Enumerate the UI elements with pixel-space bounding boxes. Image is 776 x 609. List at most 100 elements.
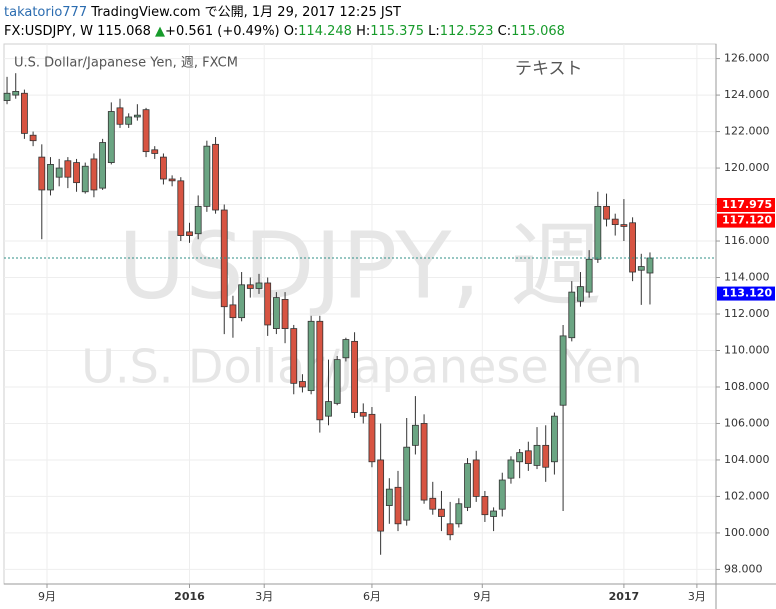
arrow: ▲ [155,24,166,39]
candle-body [446,523,454,536]
y-tick-label: 98.000 [724,562,763,575]
price-label-box [717,286,775,301]
x-tick-label: 9月 [473,590,491,603]
candle-body [12,91,20,96]
candle-body [411,424,419,446]
x-tick-label: 2017 [609,590,640,603]
high: 115.375 [370,24,424,39]
x-tick-label: 3月 [255,590,273,603]
candle-body [611,218,619,226]
candle-body [603,205,610,220]
candle-body [438,508,445,517]
symbol: FX:USDJPY, W [4,24,93,39]
c-label: C: [497,24,512,39]
price-label: 117.120 [722,214,772,227]
candle-body [420,423,428,501]
candle-body [490,510,497,517]
candle-body [585,258,593,293]
candle-body [394,486,402,525]
candle-body [125,116,133,125]
change: +0.561 (+0.49%) [165,24,280,39]
legend-title: U.S. Dollar/Japanese Yen, 週, FXCM [14,56,238,71]
candle-body [516,452,524,463]
candle-body [81,165,89,193]
candle-body [64,160,72,178]
candle-body [577,286,584,302]
candle-body [359,412,367,417]
candle-body [333,359,341,404]
candle-body [559,335,567,406]
published: TradingView.com で公開, 1月 29, 2017 12:25 J… [91,5,401,20]
candle-body [351,340,358,413]
candle-body [90,158,98,191]
candle-body [160,156,167,180]
candle-body [272,297,280,329]
candle-body [377,459,385,532]
candle-body [403,446,411,521]
candle-body [116,107,124,125]
candle-body [142,109,150,153]
h-label: H: [356,24,371,39]
candle-body [542,444,550,468]
y-tick-label: 100.000 [724,526,770,539]
y-tick-label: 126.000 [724,52,770,65]
candle-body [299,381,306,388]
candle-body [281,299,289,329]
price-label: 113.120 [722,287,772,300]
watermark: U.S. Dollar/Japanese Yen [81,340,642,394]
price-label-box [717,213,775,228]
candle-body [429,497,437,510]
o-label: O: [283,24,299,39]
candle-body [107,111,115,163]
candle-body [524,450,532,464]
candle-body [316,320,324,421]
y-tick-label: 112.000 [724,307,770,320]
candle-body [151,149,159,154]
header: takatorio777 TradingView.com で公開, 1月 29,… [4,3,565,41]
candle-body [133,114,141,118]
y-tick-label: 108.000 [724,380,770,393]
candle-body [498,479,506,510]
open: 114.248 [298,24,352,39]
candle-body [481,496,489,516]
candle-body [212,143,219,211]
watermark: USDJPY, 週 [118,212,602,319]
candle-body [637,266,645,271]
price-label-box [717,197,775,212]
x-tick-label: 6月 [363,590,381,603]
candle-body [38,156,46,191]
header-line-2: FX:USDJPY, W 115.068 ▲+0.561 (+0.49%) O:… [4,22,565,41]
candle-body [168,178,176,182]
candle-body [507,459,515,479]
candle-body [629,222,636,273]
y-tick-label: 106.000 [724,416,770,429]
candle-body [620,224,628,227]
candle-body [177,180,185,236]
candle-body [368,413,376,463]
candle-body [594,205,602,260]
y-tick-label: 114.000 [724,271,770,284]
x-tick-label: 2016 [174,590,205,603]
y-tick-label: 104.000 [724,453,770,466]
candle-body [29,134,37,142]
price: 115.068 [97,24,151,39]
candle-body [47,164,54,191]
candle-body [194,205,202,235]
candle-body [307,320,315,392]
y-tick-label: 124.000 [724,88,770,101]
candle-body [264,282,272,326]
candle-body [455,503,463,525]
candle-body [550,415,558,463]
candle-body [472,459,480,497]
candle-body [342,339,350,359]
y-tick-label: 102.000 [724,489,770,502]
candle-body [55,167,63,178]
candle-body [646,257,654,274]
y-tick-label: 122.000 [724,125,770,138]
x-tick-label: 3月 [688,590,706,603]
candle-body [385,488,393,506]
candle-body [229,304,237,319]
x-tick-label: 9月 [38,590,56,603]
l-label: L: [428,24,440,39]
